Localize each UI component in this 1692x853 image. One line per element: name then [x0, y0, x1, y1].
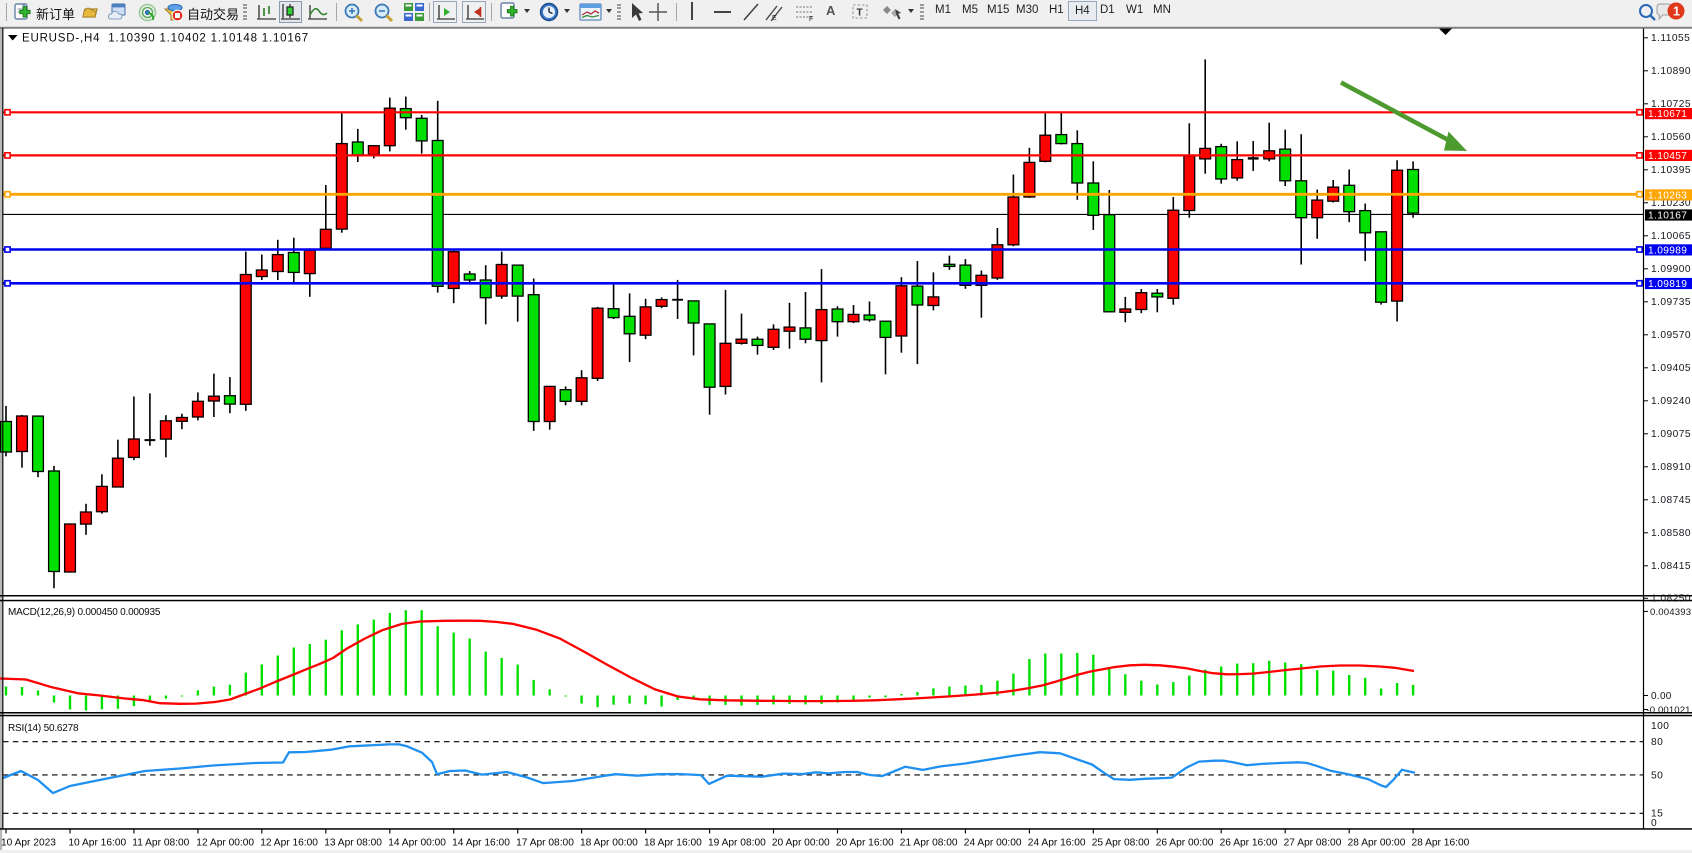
- svg-text:18 Apr 16:00: 18 Apr 16:00: [644, 838, 702, 849]
- svg-text:28 Apr 00:00: 28 Apr 00:00: [1348, 838, 1406, 849]
- svg-text:10 Apr 16:00: 10 Apr 16:00: [68, 838, 126, 849]
- svg-text:1.08250: 1.08250: [1651, 594, 1691, 605]
- svg-text:20 Apr 00:00: 20 Apr 00:00: [772, 838, 830, 849]
- svg-text:1.09900: 1.09900: [1651, 264, 1691, 275]
- svg-text:1.11055: 1.11055: [1651, 33, 1690, 44]
- svg-text:T: T: [857, 8, 863, 19]
- svg-text:0: 0: [1651, 818, 1657, 829]
- svg-text:1.09989: 1.09989: [1648, 246, 1687, 257]
- svg-text:1.10725: 1.10725: [1651, 99, 1691, 110]
- svg-text:1: 1: [1673, 5, 1680, 19]
- svg-text:80: 80: [1651, 737, 1663, 748]
- svg-text:28 Apr 16:00: 28 Apr 16:00: [1412, 838, 1470, 849]
- svg-text:1.10065: 1.10065: [1651, 231, 1691, 242]
- svg-text:1.09075: 1.09075: [1651, 429, 1691, 440]
- svg-text:1.08910: 1.08910: [1651, 462, 1691, 473]
- svg-text:12 Apr 00:00: 12 Apr 00:00: [196, 838, 254, 849]
- svg-text:14 Apr 00:00: 14 Apr 00:00: [388, 838, 446, 849]
- svg-text:0.004393: 0.004393: [1650, 607, 1691, 618]
- svg-text:1.10263: 1.10263: [1648, 191, 1687, 202]
- svg-text:1.10395: 1.10395: [1651, 165, 1691, 176]
- svg-text:10 Apr 2023: 10 Apr 2023: [1, 838, 56, 849]
- svg-text:20 Apr 16:00: 20 Apr 16:00: [836, 838, 894, 849]
- svg-text:1.09405: 1.09405: [1651, 363, 1691, 374]
- svg-text:27 Apr 08:00: 27 Apr 08:00: [1284, 838, 1342, 849]
- svg-text:14 Apr 16:00: 14 Apr 16:00: [452, 838, 510, 849]
- svg-text:0.00: 0.00: [1651, 691, 1672, 702]
- svg-text:18 Apr 00:00: 18 Apr 00:00: [580, 838, 638, 849]
- svg-text:50: 50: [1651, 770, 1663, 781]
- svg-text:24 Apr 16:00: 24 Apr 16:00: [1028, 838, 1086, 849]
- svg-text:26 Apr 00:00: 26 Apr 00:00: [1156, 838, 1214, 849]
- svg-text:EURUSD-,H4 1.10390 1.10402 1.: EURUSD-,H4 1.10390 1.10402 1.10148 1.101…: [22, 33, 309, 45]
- svg-text:MACD(12,26,9) 0.000450 0.00093: MACD(12,26,9) 0.000450 0.000935: [8, 607, 161, 618]
- svg-text:21 Apr 08:00: 21 Apr 08:00: [900, 838, 958, 849]
- svg-text:F: F: [809, 16, 813, 22]
- svg-text:17 Apr 08:00: 17 Apr 08:00: [516, 838, 574, 849]
- svg-text:24 Apr 00:00: 24 Apr 00:00: [964, 838, 1022, 849]
- svg-text:1.10560: 1.10560: [1651, 132, 1691, 143]
- svg-text:1.10230: 1.10230: [1651, 198, 1691, 209]
- svg-text:1.10671: 1.10671: [1648, 109, 1687, 120]
- svg-text:1.09819: 1.09819: [1648, 279, 1687, 290]
- svg-text:-0.001021: -0.001021: [1647, 705, 1691, 716]
- svg-text:1.08580: 1.08580: [1651, 528, 1691, 539]
- svg-text:E: E: [772, 15, 777, 22]
- svg-text:1.09240: 1.09240: [1651, 396, 1691, 407]
- svg-text:1.10457: 1.10457: [1648, 151, 1687, 162]
- svg-text:1.10167: 1.10167: [1648, 211, 1687, 222]
- svg-text:13 Apr 08:00: 13 Apr 08:00: [324, 838, 382, 849]
- svg-text:12 Apr 16:00: 12 Apr 16:00: [260, 838, 318, 849]
- svg-text:25 Apr 08:00: 25 Apr 08:00: [1092, 838, 1150, 849]
- svg-text:11 Apr 08:00: 11 Apr 08:00: [132, 838, 189, 849]
- svg-text:1.08745: 1.08745: [1651, 495, 1691, 506]
- svg-text:RSI(14) 50.6278: RSI(14) 50.6278: [8, 723, 79, 734]
- svg-text:26 Apr 16:00: 26 Apr 16:00: [1220, 838, 1278, 849]
- svg-text:19 Apr 08:00: 19 Apr 08:00: [708, 838, 766, 849]
- svg-text:15: 15: [1651, 809, 1663, 820]
- svg-text:1.09735: 1.09735: [1651, 297, 1691, 308]
- svg-text:1.10890: 1.10890: [1651, 66, 1691, 77]
- svg-text:1.08415: 1.08415: [1651, 561, 1691, 572]
- svg-text:100: 100: [1651, 721, 1669, 732]
- svg-text:1.09570: 1.09570: [1651, 330, 1691, 341]
